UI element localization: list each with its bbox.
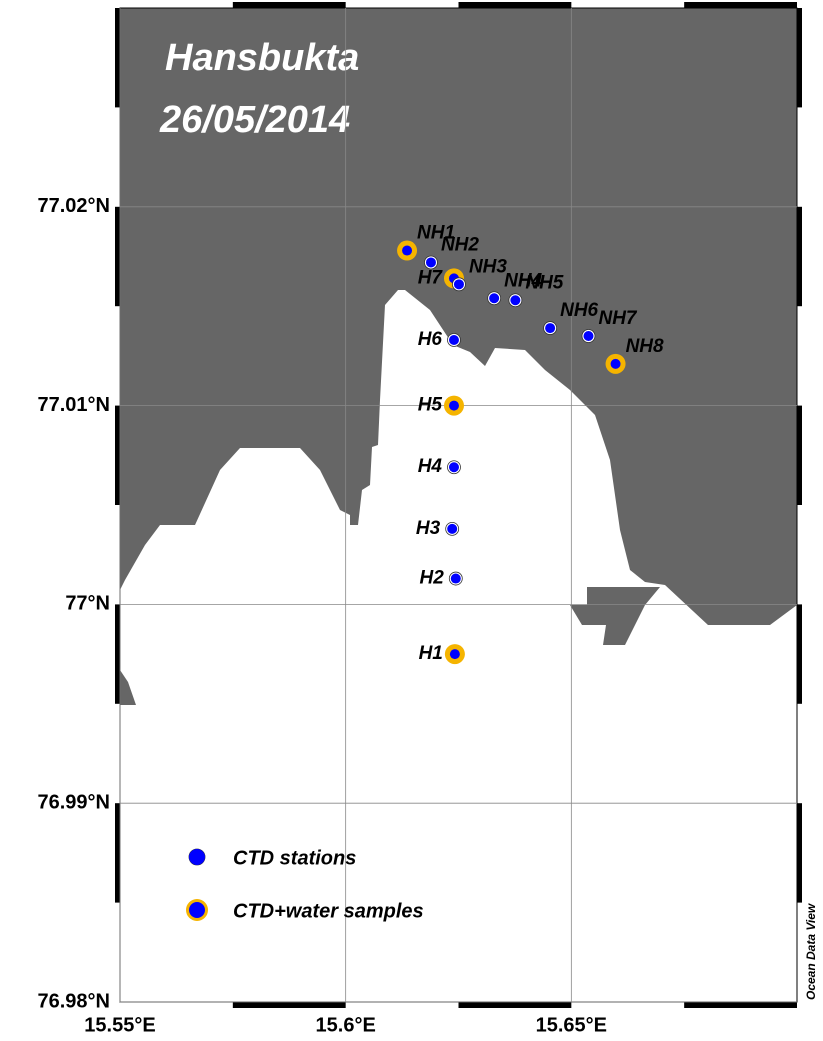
x-tick-label: 15.65°E [536, 1014, 607, 1036]
station-label: NH1 [417, 223, 455, 244]
frame-bar [232, 1002, 346, 1008]
station [510, 295, 521, 306]
station [189, 902, 205, 918]
frame-bar [458, 2, 572, 8]
station [450, 573, 461, 584]
station-label: H1 [419, 643, 443, 664]
land [570, 587, 660, 645]
frame-bar [458, 1002, 572, 1008]
station [545, 323, 556, 334]
frame-bar [115, 405, 120, 505]
frame-bar [797, 604, 802, 704]
station-label: NH5 [525, 272, 563, 293]
station-label: H3 [416, 518, 441, 539]
legend-label: CTD+water samples [233, 900, 424, 922]
station [453, 279, 464, 290]
frame-bar [797, 8, 802, 108]
land [120, 8, 797, 625]
station-label: H6 [418, 329, 443, 350]
frame-bar [797, 803, 802, 903]
frame-bar [232, 2, 346, 8]
station-label: NH4 [504, 270, 542, 291]
legend-label: CTD stations [233, 847, 356, 869]
credit: Ocean Data View [804, 903, 818, 1000]
frame-bar [115, 803, 120, 903]
frame-bar [684, 1002, 797, 1008]
frame-bar [115, 206, 120, 307]
station [448, 462, 459, 473]
station-label: H7 [418, 267, 444, 288]
station-label: NH7 [598, 308, 637, 329]
station-label: NH6 [560, 300, 598, 321]
station-label: NH8 [626, 336, 664, 357]
station [489, 293, 500, 304]
y-tick-label: 77.01°N [38, 394, 111, 416]
y-tick-label: 76.99°N [38, 791, 111, 813]
station [448, 400, 459, 411]
y-tick-label: 76.98°N [38, 990, 111, 1012]
station-label: H2 [419, 568, 444, 589]
station-label: NH3 [469, 256, 507, 277]
station [583, 331, 594, 342]
subtitle: 26/05/2014 [159, 99, 350, 141]
land [782, 560, 797, 605]
frame-bar [115, 8, 120, 108]
frame-bar [115, 604, 120, 704]
y-tick-label: 77.02°N [38, 195, 111, 217]
station [449, 649, 460, 660]
y-tick-label: 77°N [65, 593, 110, 615]
x-tick-label: 15.6°E [316, 1014, 376, 1036]
frame-bar [684, 2, 797, 8]
station [402, 245, 413, 256]
x-tick-label: 15.55°E [84, 1014, 155, 1036]
frame-bar [797, 206, 802, 307]
title: Hansbukta [165, 37, 359, 79]
station [448, 334, 459, 345]
station-label: H4 [418, 456, 443, 477]
station [189, 849, 205, 865]
station [447, 523, 458, 534]
frame-bar [797, 405, 802, 505]
station-label: NH2 [441, 234, 479, 255]
station-label: H5 [418, 395, 443, 416]
land [120, 670, 136, 705]
station [425, 257, 436, 268]
station [610, 358, 621, 369]
